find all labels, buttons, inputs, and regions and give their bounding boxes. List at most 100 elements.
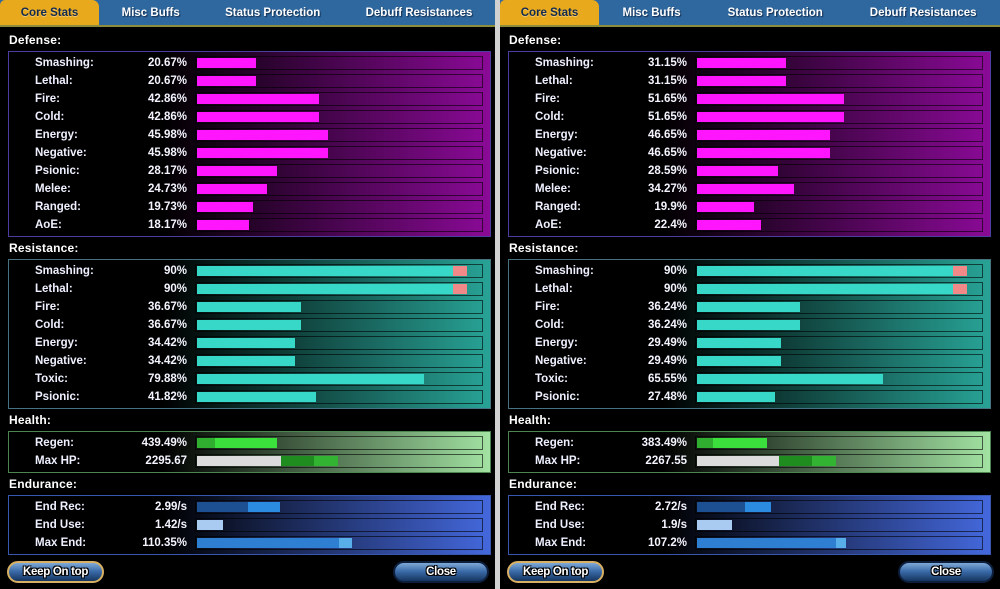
stat-bar-track (695, 500, 983, 514)
stat-row-negative: Negative: 29.49% (509, 352, 990, 370)
stat-bar-segment (197, 374, 424, 384)
stat-bar-segment (197, 502, 248, 512)
stat-bar-segment (697, 538, 837, 548)
stat-row-max-hp: Max HP: 2295.67 (9, 452, 490, 470)
tab-debuff-resistances[interactable]: Debuff Resistances (869, 6, 977, 19)
keep-on-top-button[interactable]: Keep On top (507, 560, 605, 583)
section-box-defense: Smashing: 31.15% Lethal: 31.15% Fire: 51.65% C… (508, 51, 991, 237)
stat-label: Lethal: (535, 75, 573, 87)
stat-row-max-end: Max End: 110.35% (9, 534, 490, 552)
stat-bar-segment (197, 148, 328, 158)
stat-bar-segment (197, 320, 302, 330)
tab-misc-buffs[interactable]: Misc Buffs (121, 6, 180, 19)
stat-value: 90% (663, 283, 687, 295)
stat-label: End Rec: (35, 501, 85, 513)
stat-bar-segment (697, 58, 786, 68)
left-window: Core Stats Misc Buffs Status Protection Deb… (0, 0, 495, 589)
stat-bar-track (695, 74, 983, 88)
stat-bar-track (195, 282, 483, 296)
stat-label: Cold: (535, 319, 565, 331)
section-box-endurance: End Rec: 2.99/s End Use: 1.42/s Max End: 110.… (8, 495, 491, 555)
stat-bar-segment (952, 266, 968, 276)
stat-bar-track (195, 200, 483, 214)
stat-bar-track (195, 436, 483, 450)
stat-value: 36.24% (647, 301, 687, 313)
stat-bar-track (695, 146, 983, 160)
stat-bar-segment (697, 338, 781, 348)
stat-row-smashing: Smashing: 90% (509, 262, 990, 280)
stat-label: Fire: (35, 301, 60, 313)
tab-core-stats[interactable]: Core Stats (500, 0, 599, 25)
stat-bar-segment (697, 374, 884, 384)
section-title-resistance: Resistance: (509, 241, 579, 255)
tab-status-protection[interactable]: Status Protection (225, 6, 321, 19)
stat-bar-segment (197, 284, 453, 294)
stat-bar-segment (697, 456, 780, 466)
tab-misc-buffs[interactable]: Misc Buffs (622, 6, 681, 19)
stat-row-toxic: Toxic: 65.55% (509, 370, 990, 388)
stat-bar-segment (745, 502, 771, 512)
stats-content: Defense: Smashing: 20.67% Lethal: 20.67% Fire… (0, 27, 495, 555)
stat-label: Cold: (535, 111, 565, 123)
close-button[interactable]: Close (393, 560, 489, 583)
stat-label: Max End: (35, 537, 87, 549)
stat-label: Regen: (535, 437, 574, 449)
stat-bar-track (695, 436, 983, 450)
stat-row-fire: Fire: 51.65% (509, 90, 990, 108)
stat-row-ranged: Ranged: 19.73% (9, 198, 490, 216)
stat-bar-track (695, 518, 983, 532)
tab-status-protection[interactable]: Status Protection (727, 6, 823, 19)
stat-bar-segment (339, 538, 352, 548)
stat-value: 90% (663, 265, 687, 277)
stat-bar-track (195, 300, 483, 314)
stat-value: 34.42% (147, 355, 187, 367)
right-window: Core Stats Misc Buffs Status Protection Deb… (500, 0, 1000, 589)
stat-label: Energy: (35, 337, 78, 349)
stat-row-lethal: Lethal: 31.15% (509, 72, 990, 90)
stat-value: 19.73% (147, 201, 187, 213)
stat-row-melee: Melee: 34.27% (509, 180, 990, 198)
stat-bar-segment (697, 392, 776, 402)
close-button[interactable]: Close (898, 560, 994, 583)
stat-label: Psionic: (35, 165, 80, 177)
section-title-health: Health: (509, 413, 552, 427)
stat-label: Energy: (535, 337, 578, 349)
tab-debuff-resistances[interactable]: Debuff Resistances (365, 6, 473, 19)
stat-bar-segment (197, 76, 256, 86)
stat-bar-segment (697, 520, 732, 530)
stat-bar-track (195, 372, 483, 386)
stat-row-max-hp: Max HP: 2267.55 (509, 452, 990, 470)
stat-label: Fire: (535, 93, 560, 105)
stat-value: 46.65% (647, 129, 687, 141)
stat-row-fire: Fire: 36.24% (509, 298, 990, 316)
stat-label: Max End: (535, 537, 587, 549)
stat-value: 65.55% (647, 373, 687, 385)
stat-bar-track (695, 318, 983, 332)
stat-bar-track (195, 500, 483, 514)
stat-value: 46.65% (647, 147, 687, 159)
stat-bar-segment (197, 520, 224, 530)
stat-bar-segment (314, 456, 339, 466)
section-box-endurance: End Rec: 2.72/s End Use: 1.9/s Max End: 107.2… (508, 495, 991, 555)
stat-label: Negative: (35, 355, 87, 367)
stat-label: AoE: (35, 219, 62, 231)
stat-value: 2.99/s (155, 501, 187, 513)
stat-bar-segment (697, 112, 844, 122)
stat-row-melee: Melee: 24.73% (9, 180, 490, 198)
keep-on-top-button[interactable]: Keep On top (7, 560, 105, 583)
stat-value: 28.17% (147, 165, 187, 177)
stat-bar-segment (197, 166, 278, 176)
section-title-endurance: Endurance: (509, 477, 578, 491)
stat-row-psionic: Psionic: 28.59% (509, 162, 990, 180)
section-box-health: Regen: 439.49% Max HP: 2295.67 (8, 431, 491, 473)
stat-value: 90% (163, 283, 187, 295)
tab-core-stats[interactable]: Core Stats (0, 0, 99, 25)
stat-bar-track (695, 282, 983, 296)
stat-label: Smashing: (535, 265, 594, 277)
stat-label: AoE: (535, 219, 562, 231)
stat-bar-segment (197, 302, 302, 312)
stat-bar-track (195, 56, 483, 70)
stat-bar-track (695, 92, 983, 106)
stat-label: End Rec: (535, 501, 585, 513)
stat-bar-segment (197, 184, 268, 194)
